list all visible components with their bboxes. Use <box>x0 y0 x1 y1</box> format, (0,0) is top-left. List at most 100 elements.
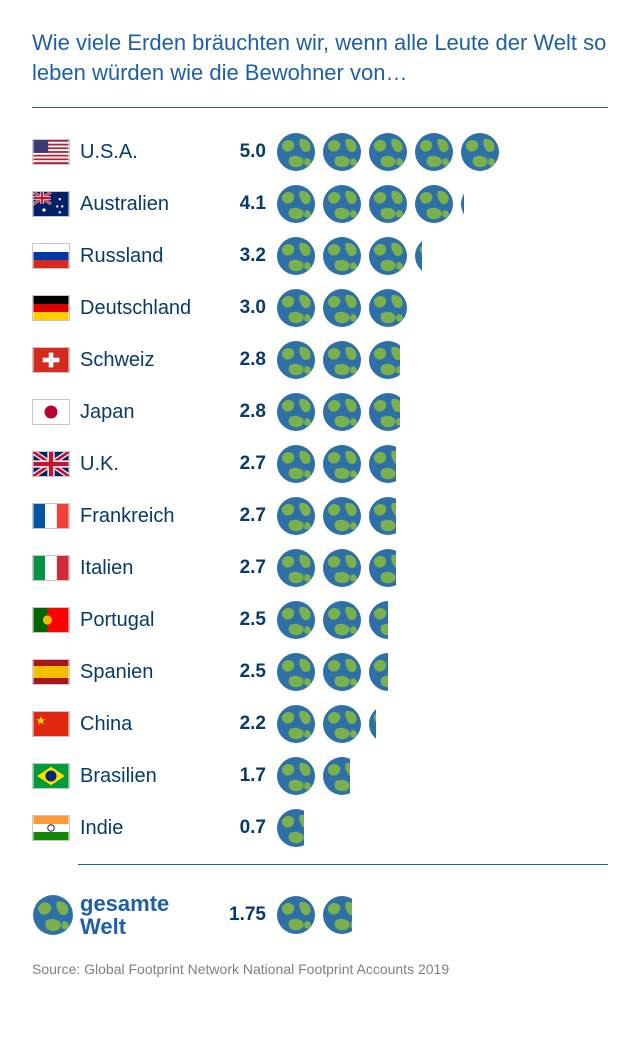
total-label-line1: gesamte <box>80 892 222 915</box>
country-name: Portugal <box>80 609 222 632</box>
total-label-line2: Welt <box>80 915 222 938</box>
country-row: Deutschland 3.0 <box>32 282 608 334</box>
flag-icon <box>32 711 80 737</box>
country-row: Portugal 2.5 <box>32 594 608 646</box>
country-value: 2.5 <box>222 661 276 683</box>
country-row: Spanien 2.5 <box>32 646 608 698</box>
earth-strip <box>276 392 608 432</box>
flag-icon <box>32 451 80 477</box>
earth-icon <box>276 704 316 744</box>
country-value: 3.2 <box>222 245 276 267</box>
flag-icon <box>32 503 80 529</box>
country-row: Italien 2.7 <box>32 542 608 594</box>
earth-icon <box>322 392 362 432</box>
country-row: Brasilien 1.7 <box>32 750 608 802</box>
earth-icon <box>322 236 362 276</box>
country-name: China <box>80 713 222 736</box>
earth-icon-partial <box>368 340 408 380</box>
earth-icon <box>322 496 362 536</box>
country-row: U.S.A. 5.0 <box>32 126 608 178</box>
earth-icon-partial <box>368 652 408 692</box>
total-label: gesamte Welt <box>80 892 222 938</box>
chart-title: Wie viele Erden bräuchten wir, wenn alle… <box>32 28 608 87</box>
earth-icon <box>322 652 362 692</box>
earth-icon <box>276 132 316 172</box>
country-value: 5.0 <box>222 141 276 163</box>
flag-icon <box>32 399 80 425</box>
earth-icon-partial <box>414 236 454 276</box>
earth-icon <box>276 184 316 224</box>
earth-icon <box>322 288 362 328</box>
earth-icon <box>368 132 408 172</box>
earth-strip <box>276 340 608 380</box>
divider-top <box>32 107 608 108</box>
country-name: Italien <box>80 557 222 580</box>
country-name: Schweiz <box>80 349 222 372</box>
source-text: Source: Global Footprint Network Nationa… <box>32 961 608 977</box>
earth-icon <box>276 496 316 536</box>
country-rows: U.S.A. 5.0 <box>32 126 608 854</box>
flag-icon <box>32 659 80 685</box>
country-name: Russland <box>80 245 222 268</box>
earth-icon <box>322 704 362 744</box>
country-value: 2.8 <box>222 401 276 423</box>
earth-strip <box>276 288 608 328</box>
earth-icon <box>322 340 362 380</box>
earth-icon <box>322 548 362 588</box>
earth-icon-partial <box>322 756 362 796</box>
earth-icon-partial <box>368 600 408 640</box>
country-name: Japan <box>80 401 222 424</box>
flag-icon <box>32 763 80 789</box>
country-row: Russland 3.2 <box>32 230 608 282</box>
country-name: Deutschland <box>80 297 222 320</box>
country-value: 4.1 <box>222 193 276 215</box>
country-row: Japan 2.8 <box>32 386 608 438</box>
flag-icon <box>32 191 80 217</box>
earth-icon <box>368 184 408 224</box>
country-name: Frankreich <box>80 505 222 528</box>
earth-icon-partial <box>322 895 362 935</box>
earth-icon-partial <box>368 496 408 536</box>
earth-icon <box>276 548 316 588</box>
earth-strip <box>276 548 608 588</box>
earth-icon <box>368 236 408 276</box>
earth-icon <box>368 288 408 328</box>
total-earths <box>276 895 608 935</box>
earth-strip <box>276 496 608 536</box>
earth-icon-partial <box>368 392 408 432</box>
country-name: U.S.A. <box>80 141 222 164</box>
earth-icon <box>460 132 500 172</box>
earth-icon <box>276 600 316 640</box>
country-value: 3.0 <box>222 297 276 319</box>
earth-icon <box>32 894 74 936</box>
earth-strip <box>276 444 608 484</box>
flag-icon <box>32 139 80 165</box>
earth-icon <box>276 652 316 692</box>
flag-icon <box>32 243 80 269</box>
earth-strip <box>276 184 608 224</box>
earth-icon <box>276 444 316 484</box>
country-row: Schweiz 2.8 <box>32 334 608 386</box>
country-name: Australien <box>80 193 222 216</box>
country-value: 0.7 <box>222 817 276 839</box>
earth-strip <box>276 756 608 796</box>
earth-icon-partial <box>368 704 408 744</box>
country-name: U.K. <box>80 453 222 476</box>
earth-strip <box>276 236 608 276</box>
earth-icon <box>322 600 362 640</box>
earth-icon <box>276 288 316 328</box>
country-value: 2.7 <box>222 453 276 475</box>
flag-icon <box>32 347 80 373</box>
earth-icon-partial <box>460 184 500 224</box>
country-row: U.K. 2.7 <box>32 438 608 490</box>
country-row: China 2.2 <box>32 698 608 750</box>
flag-icon <box>32 815 80 841</box>
earth-icon <box>414 132 454 172</box>
earth-icon <box>276 340 316 380</box>
country-row: Frankreich 2.7 <box>32 490 608 542</box>
earth-strip <box>276 704 608 744</box>
earth-strip <box>276 652 608 692</box>
total-earth-icon <box>32 894 80 936</box>
country-value: 2.2 <box>222 713 276 735</box>
earth-icon <box>276 895 316 935</box>
